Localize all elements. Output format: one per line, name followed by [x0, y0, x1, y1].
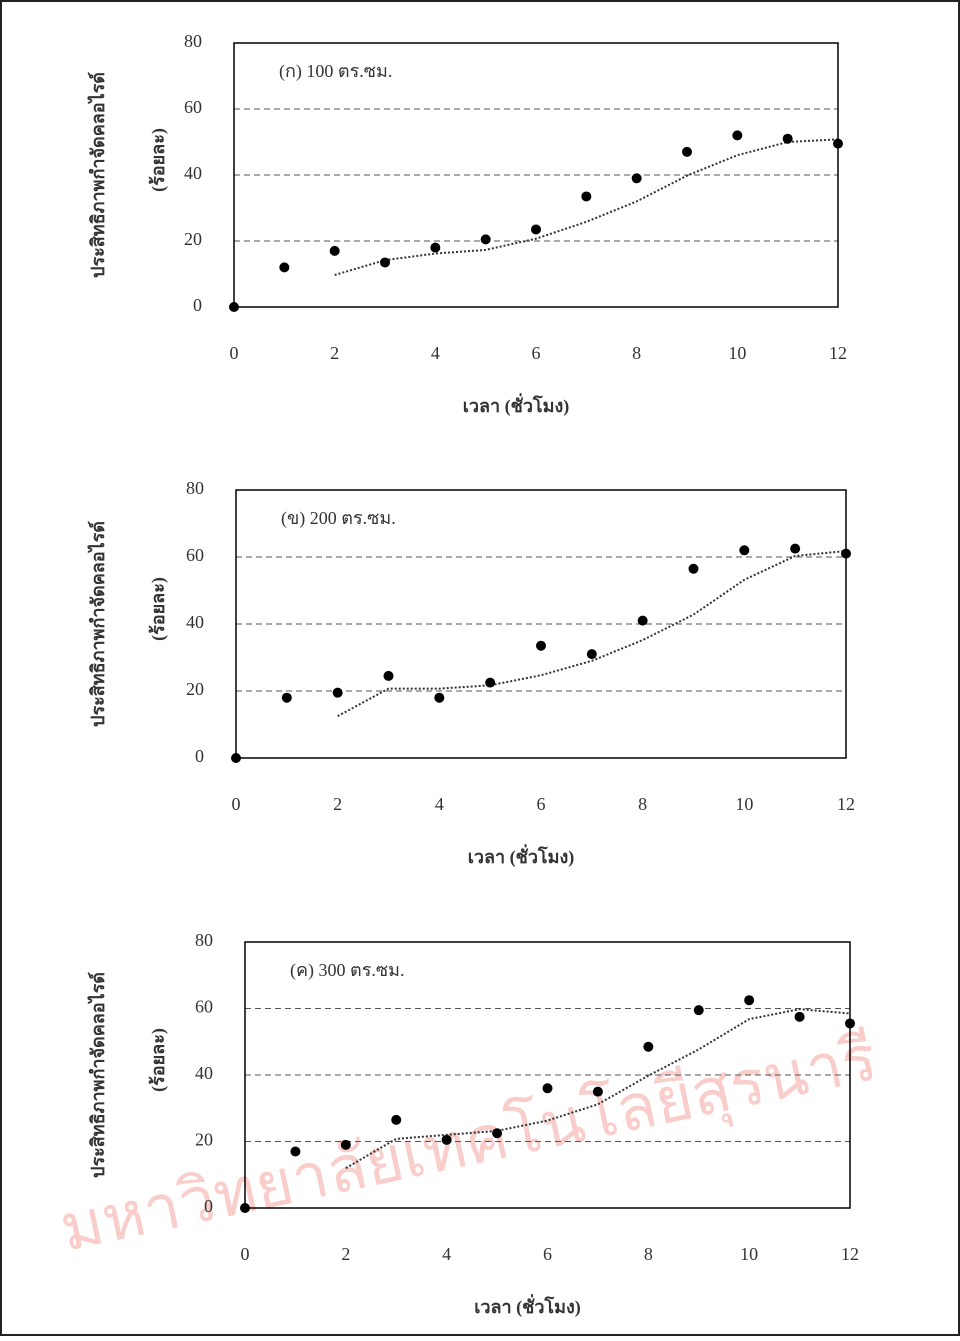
y-tick-label: 0	[195, 746, 204, 766]
data-point	[581, 191, 591, 201]
data-point	[391, 1115, 401, 1125]
data-point	[732, 130, 742, 140]
data-point	[485, 678, 495, 688]
y-tick-label: 0	[204, 1196, 213, 1216]
y-tick-label: 40	[184, 163, 202, 183]
x-tick-label: 12	[841, 1244, 859, 1264]
y-tick-label: 40	[195, 1063, 213, 1083]
data-point	[744, 995, 754, 1005]
data-point	[536, 641, 546, 651]
y-tick-label: 60	[195, 997, 213, 1017]
data-point	[333, 688, 343, 698]
panel-title: (ก) 100 ตร.ซม.	[279, 61, 392, 82]
data-point	[240, 1203, 250, 1213]
data-point	[380, 257, 390, 267]
x-tick-label: 4	[435, 794, 444, 814]
y-tick-label: 60	[186, 545, 204, 565]
data-point	[795, 1012, 805, 1022]
y-axis-label: (ร้อยละ)	[148, 577, 169, 641]
panel-title: (ข) 200 ตร.ซม.	[281, 508, 396, 529]
y-tick-label: 80	[184, 31, 202, 51]
x-tick-label: 0	[232, 794, 241, 814]
data-point	[790, 544, 800, 554]
x-tick-label: 12	[837, 794, 855, 814]
data-point	[434, 693, 444, 703]
x-axis-label: เวลา (ชั่วโมง)	[468, 844, 575, 868]
x-tick-label: 4	[442, 1244, 451, 1264]
data-point	[229, 302, 239, 312]
x-tick-label: 2	[333, 794, 342, 814]
y-axis-label: ประสิทธิภาพกำจัดคลอไรด์	[87, 521, 108, 727]
panel-title: (ค) 300 ตร.ซม.	[290, 960, 404, 981]
y-tick-label: 20	[195, 1130, 213, 1150]
y-tick-label: 20	[186, 679, 204, 699]
data-point	[282, 693, 292, 703]
data-point	[481, 234, 491, 244]
x-tick-label: 10	[740, 1244, 758, 1264]
data-point	[492, 1128, 502, 1138]
data-point	[531, 224, 541, 234]
data-point	[643, 1042, 653, 1052]
y-tick-label: 80	[186, 478, 204, 498]
data-point	[330, 246, 340, 256]
y-axis-label: ประสิทธิภาพกำจัดคลอไรด์	[87, 972, 108, 1178]
data-point	[430, 243, 440, 253]
data-point	[833, 139, 843, 149]
data-point	[279, 262, 289, 272]
data-point	[587, 649, 597, 659]
data-point	[543, 1083, 553, 1093]
data-point	[231, 753, 241, 763]
x-tick-label: 10	[728, 343, 746, 363]
y-axis-label: (ร้อยละ)	[148, 1028, 169, 1092]
data-point	[632, 173, 642, 183]
data-point	[593, 1087, 603, 1097]
x-tick-label: 6	[537, 794, 546, 814]
data-point	[638, 616, 648, 626]
y-axis-label: (ร้อยละ)	[148, 128, 169, 192]
y-tick-label: 0	[193, 295, 202, 315]
data-point	[384, 671, 394, 681]
x-tick-label: 8	[638, 794, 647, 814]
y-tick-label: 40	[186, 612, 204, 632]
figure: มหาวิทยาลัยเทคโนโลยีสุรนารี 020406080024…	[0, 0, 960, 1336]
x-tick-label: 6	[543, 1244, 552, 1264]
data-point	[689, 564, 699, 574]
x-tick-label: 0	[241, 1244, 250, 1264]
x-tick-label: 12	[829, 343, 847, 363]
x-tick-label: 6	[532, 343, 541, 363]
x-axis-label: เวลา (ชั่วโมง)	[474, 1294, 581, 1318]
y-tick-label: 80	[195, 930, 213, 950]
y-axis-label: ประสิทธิภาพกำจัดคลอไรด์	[87, 72, 108, 278]
y-tick-label: 60	[184, 97, 202, 117]
x-tick-label: 8	[644, 1244, 653, 1264]
x-tick-label: 8	[632, 343, 641, 363]
y-tick-label: 20	[184, 229, 202, 249]
data-point	[739, 545, 749, 555]
x-tick-label: 0	[230, 343, 239, 363]
x-tick-label: 10	[735, 794, 753, 814]
data-point	[783, 134, 793, 144]
x-axis-label: เวลา (ชั่วโมง)	[463, 393, 570, 417]
data-point	[682, 147, 692, 157]
data-point	[341, 1140, 351, 1150]
data-point	[845, 1018, 855, 1028]
data-point	[841, 549, 851, 559]
x-tick-label: 2	[330, 343, 339, 363]
data-point	[290, 1146, 300, 1156]
data-point	[442, 1135, 452, 1145]
data-point	[694, 1005, 704, 1015]
x-tick-label: 2	[341, 1244, 350, 1264]
x-tick-label: 4	[431, 343, 440, 363]
